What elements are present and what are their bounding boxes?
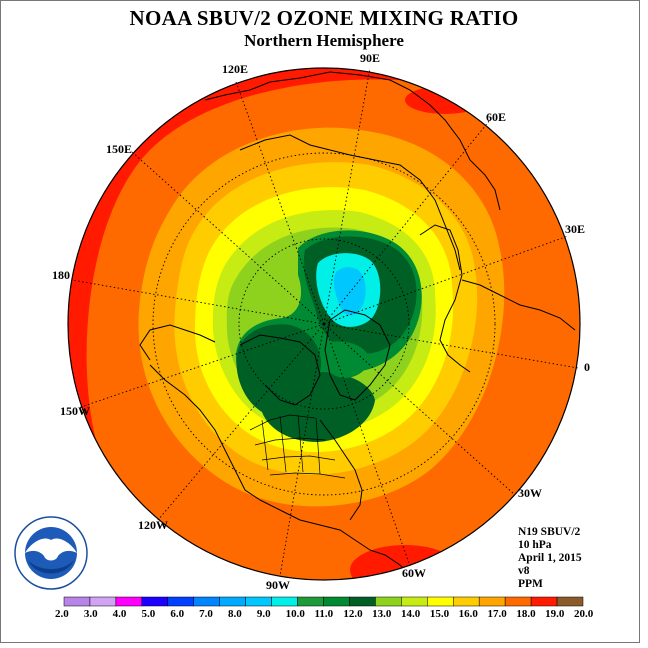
coast-europe bbox=[461, 279, 576, 331]
colorbar-tick-label: 4.0 bbox=[112, 608, 127, 620]
colorbar-tick-label: 18.0 bbox=[516, 608, 536, 620]
info-version: v8 bbox=[518, 565, 530, 577]
coast-asia-arctic bbox=[239, 134, 461, 271]
field-light-blue bbox=[333, 267, 366, 316]
colorbar-segment bbox=[115, 596, 143, 607]
chart-subtitle: Northern Hemisphere bbox=[244, 31, 404, 50]
colorbar-tick-label: 13.0 bbox=[372, 608, 392, 620]
lon-label-150W: 150W bbox=[60, 404, 90, 418]
colorbar-segment bbox=[245, 596, 272, 607]
colorbar-segment bbox=[427, 596, 454, 607]
colorbar-segment bbox=[193, 596, 220, 607]
latitude-circle-60 bbox=[238, 238, 410, 410]
info-date: April 1, 2015 bbox=[518, 552, 582, 564]
colorbar-tick-label: 16.0 bbox=[458, 608, 478, 620]
coast-alaska bbox=[139, 324, 216, 361]
meridian-30E bbox=[323, 235, 569, 325]
colorbar-tick-label: 17.0 bbox=[487, 608, 507, 620]
latitude-circle-30 bbox=[152, 152, 496, 496]
colorbar-tick-label: 14.0 bbox=[401, 608, 421, 620]
meridian-90E bbox=[323, 67, 371, 325]
meridian-120E bbox=[235, 81, 325, 325]
colorbar-tick-label: 10.0 bbox=[285, 608, 305, 620]
colorbar-segment bbox=[478, 596, 506, 607]
colorbar-tick-label: 7.0 bbox=[199, 608, 213, 620]
coast-scandinavia bbox=[419, 224, 471, 373]
colorbar-segment bbox=[349, 596, 376, 607]
info-instrument: N19 SBUV/2 bbox=[518, 526, 581, 538]
coast-asia-north bbox=[204, 71, 501, 211]
colorbar-tick-label: 2.0 bbox=[55, 608, 69, 620]
meridian-90W bbox=[279, 323, 325, 577]
colorbar-tick-label: 20.0 bbox=[574, 608, 594, 620]
colorbar-tick-label: 8.0 bbox=[228, 608, 242, 620]
meridian-30W bbox=[323, 323, 515, 495]
lon-label-30W: 30W bbox=[518, 486, 542, 500]
colorbar-tick-label: 11.0 bbox=[314, 608, 334, 620]
colorbar-segment bbox=[167, 596, 195, 607]
info-units: PPM bbox=[518, 578, 543, 590]
colorbar-segment bbox=[530, 596, 558, 607]
lon-label-0: 0 bbox=[584, 360, 590, 374]
colorbar-tick-label: 3.0 bbox=[83, 608, 98, 620]
noaa-logo: NOAA bbox=[14, 516, 88, 590]
coast-greenland bbox=[324, 309, 391, 401]
lon-label-180: 180 bbox=[52, 268, 70, 282]
colorbar-segment bbox=[297, 596, 324, 607]
colorbar-tick-label: 5.0 bbox=[141, 608, 156, 620]
colorbar-tick-label: 9.0 bbox=[256, 608, 271, 620]
colorbar-segment bbox=[375, 596, 402, 607]
logo-text: NOAA bbox=[36, 540, 65, 551]
data-info-block: N19 SBUV/2 10 hPa April 1, 2015 v8 PPM bbox=[518, 526, 582, 591]
coast-central-america bbox=[259, 499, 371, 551]
colorbar-segment bbox=[89, 596, 117, 607]
lon-label-120E: 120E bbox=[222, 62, 249, 76]
colorbar-segment bbox=[504, 596, 532, 607]
coastlines bbox=[139, 71, 576, 576]
colorbar-segment bbox=[556, 596, 584, 607]
colorbar-segment bbox=[219, 596, 246, 607]
colorbar-segment bbox=[63, 596, 91, 607]
info-level: 10 hPa bbox=[518, 539, 552, 551]
graticule bbox=[71, 67, 579, 577]
meridian-150E bbox=[131, 151, 325, 325]
us-state-borders bbox=[249, 414, 346, 479]
lon-label-90W: 90W bbox=[266, 578, 290, 592]
colorbar-segment bbox=[401, 596, 428, 607]
colorbar-tick-label: 19.0 bbox=[545, 608, 565, 620]
lon-label-60W: 60W bbox=[402, 566, 426, 580]
colorbar-tick-label: 6.0 bbox=[170, 608, 185, 620]
coast-north-america-west bbox=[149, 364, 261, 501]
colorbar-segment bbox=[141, 596, 169, 607]
meridian-60W bbox=[323, 323, 411, 567]
meridian-180 bbox=[71, 279, 325, 325]
colorbar-segment bbox=[271, 596, 298, 607]
colorbar-tick-label: 15.0 bbox=[429, 608, 450, 620]
field-dark-green-south bbox=[236, 324, 375, 442]
colorbar-segment bbox=[453, 596, 480, 607]
meridian-120W bbox=[157, 323, 325, 521]
meridian-150W bbox=[77, 323, 325, 409]
coast-canada-arctic bbox=[239, 334, 321, 406]
lon-label-30E: 30E bbox=[565, 222, 586, 236]
lon-label-90E: 90E bbox=[360, 51, 381, 65]
lon-label-60E: 60E bbox=[486, 110, 507, 124]
colorbar-segment bbox=[323, 596, 350, 607]
chart-title: NOAA SBUV/2 OZONE MIXING RATIO bbox=[129, 6, 519, 30]
coast-north-america-east bbox=[319, 419, 363, 521]
map-boundary bbox=[67, 67, 581, 581]
meridian-0 bbox=[323, 323, 579, 369]
colorbar-tick-label: 12.0 bbox=[343, 608, 363, 620]
lon-label-120W: 120W bbox=[138, 518, 168, 532]
lon-label-150E: 150E bbox=[106, 142, 133, 156]
